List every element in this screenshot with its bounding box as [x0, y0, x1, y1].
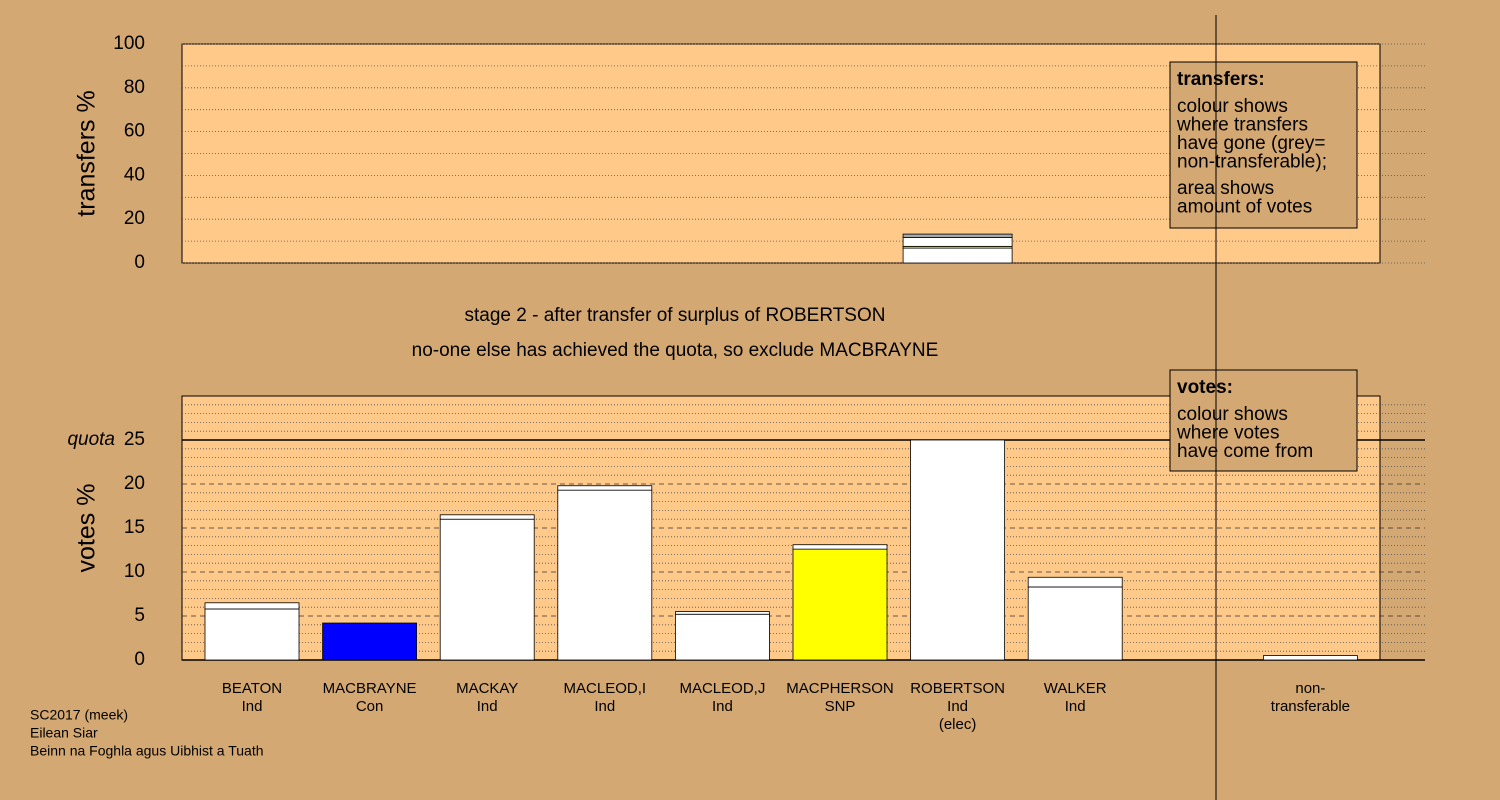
legend-title: votes:	[1177, 377, 1233, 398]
legend-text: amount of votes	[1177, 197, 1312, 218]
x-tick-label: ROBERTSON	[910, 680, 1005, 697]
x-tick-label: Con	[356, 698, 384, 715]
y-axis-label: votes %	[73, 484, 101, 573]
x-tick-label: (elec)	[939, 716, 977, 733]
x-tick-label: transferable	[1271, 698, 1350, 715]
y-tick-label: 0	[134, 649, 145, 670]
bar-segment	[557, 489, 653, 661]
bar-segment	[902, 233, 1013, 238]
x-tick-label: MACBRAYNE	[323, 680, 417, 697]
legend-text: have come from	[1177, 441, 1313, 462]
footer-text: Eilean Siar	[30, 725, 98, 741]
y-tick-label: 80	[124, 77, 145, 98]
x-tick-label: Ind	[712, 698, 733, 715]
bar-segment	[439, 518, 535, 661]
bar-segment	[902, 247, 1013, 264]
bar-segment	[675, 613, 770, 661]
y-tick-label: 10	[124, 561, 145, 582]
y-tick-label: 60	[124, 121, 145, 142]
x-tick-label: MACKAY	[456, 680, 518, 697]
legend-text: colour shows	[1177, 96, 1288, 117]
x-tick-label: Ind	[594, 698, 615, 715]
y-tick-label: 20	[124, 473, 145, 494]
bar-segment	[204, 608, 300, 661]
y-tick-label: 0	[134, 252, 145, 273]
bar-segment	[1027, 586, 1123, 661]
legend-text: where votes	[1176, 423, 1279, 444]
bar-segment	[902, 236, 1013, 247]
bar-segment	[1027, 576, 1123, 588]
bar-segment	[439, 514, 535, 520]
bar-segment	[204, 602, 300, 610]
bar-segment	[792, 544, 888, 550]
x-tick-label: MACLEOD,J	[679, 680, 765, 697]
y-tick-label: 25	[124, 429, 145, 450]
x-tick-label: MACLEOD,I	[564, 680, 647, 697]
legend-title: transfers:	[1177, 69, 1265, 90]
legend-text: have gone (grey=	[1177, 133, 1325, 154]
y-tick-label: 100	[113, 33, 145, 54]
legend-text: non-transferable);	[1177, 152, 1327, 173]
quota-label: quota	[67, 429, 115, 450]
bar-segment	[322, 622, 418, 661]
x-tick-label: BEATON	[222, 680, 282, 697]
bar-segment	[557, 485, 653, 491]
x-tick-label: Ind	[1065, 698, 1086, 715]
chart-title: stage 2 - after transfer of surplus of R…	[465, 305, 886, 326]
legend-text: colour shows	[1177, 404, 1288, 425]
y-tick-label: 5	[134, 605, 145, 626]
y-tick-label: 20	[124, 208, 145, 229]
x-tick-label: Ind	[947, 698, 968, 715]
x-tick-label: non-	[1295, 680, 1325, 697]
bar-segment	[1263, 655, 1358, 661]
legend-text: where transfers	[1176, 115, 1308, 136]
legend-box	[1169, 369, 1358, 472]
footer-text: Beinn na Foghla agus Uibhist a Tuath	[30, 743, 264, 759]
x-tick-label: WALKER	[1044, 680, 1107, 697]
x-tick-label: Ind	[242, 698, 263, 715]
footer-text: SC2017 (meek)	[30, 707, 128, 723]
bar-segment	[910, 439, 1005, 661]
x-tick-label: Ind	[477, 698, 498, 715]
y-tick-label: 40	[124, 164, 145, 185]
x-tick-label: MACPHERSON	[786, 680, 894, 697]
x-tick-label: SNP	[825, 698, 856, 715]
y-tick-label: 15	[124, 517, 145, 538]
y-axis-label: transfers %	[73, 90, 101, 216]
bar-segment	[675, 611, 770, 615]
chart-title: no-one else has achieved the quota, so e…	[412, 340, 939, 361]
bar-segment	[792, 548, 888, 661]
legend-box	[1169, 61, 1358, 229]
legend-text: area shows	[1177, 178, 1274, 199]
